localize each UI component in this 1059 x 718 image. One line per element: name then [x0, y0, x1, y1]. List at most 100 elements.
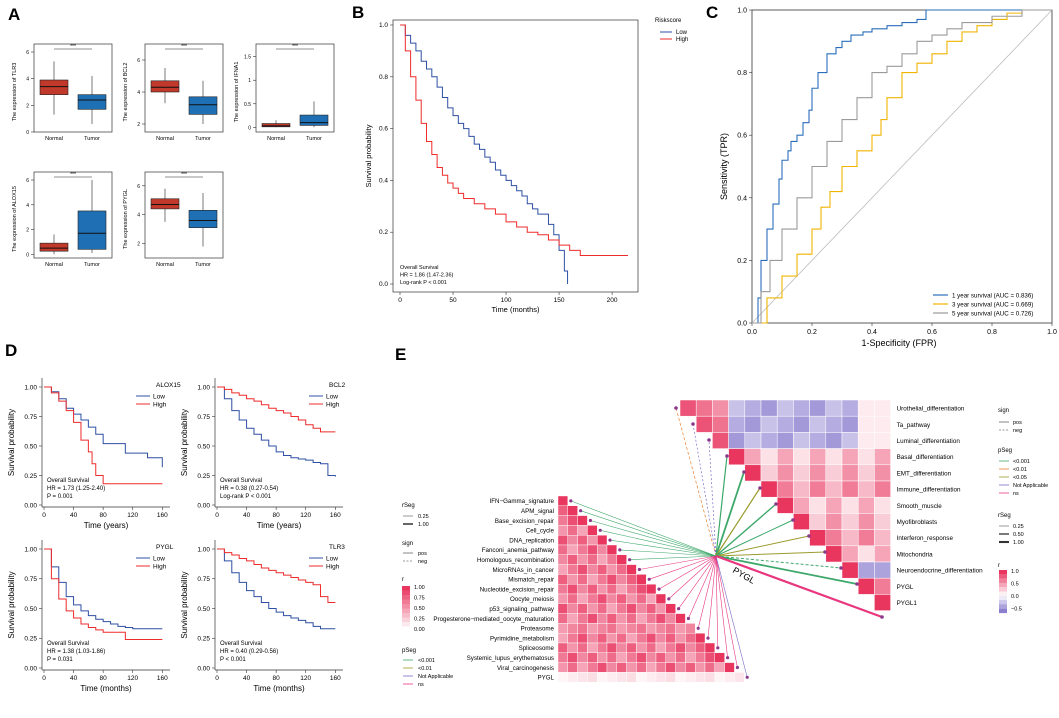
heatmap-cell: [567, 554, 578, 565]
heatmap-cell: [616, 554, 627, 565]
heatmap-cell: [606, 564, 618, 575]
heatmap-cell: [874, 561, 891, 579]
y-axis-label: Survival probability: [7, 571, 16, 638]
plot-frame: [751, 9, 1053, 324]
row-label: Ta_pathway: [897, 422, 931, 429]
link-node: [657, 587, 661, 591]
x-tick-label: Normal: [45, 262, 63, 268]
heatmap-cell: [567, 505, 578, 516]
link-line: [609, 539, 717, 557]
heatmap-cell: [616, 593, 627, 605]
y-tick-label: 4: [26, 203, 29, 209]
heatmap-cell: [597, 535, 608, 546]
y-tick-label: 6: [137, 184, 140, 190]
heatmap-cell: [857, 561, 875, 579]
heatmap-cell: [567, 593, 578, 605]
heatmap-cell: [587, 662, 598, 673]
row-label: Cell_cycle: [526, 528, 555, 535]
heatmap-cell: [577, 613, 588, 624]
heatmap-cell: [557, 544, 569, 556]
heatmap-cell: [825, 480, 843, 498]
heatmap-cell: [685, 662, 696, 673]
colorbar-step: [402, 595, 410, 600]
row-label: Oocyte_meiosis: [510, 596, 554, 603]
link-node: [696, 626, 700, 630]
heatmap-cell: [636, 633, 647, 644]
x-tick-label: Normal: [156, 136, 174, 142]
heatmap-cell: [704, 662, 716, 673]
link-node: [608, 538, 612, 542]
y-axis-label: The expression of BCL2: [123, 62, 129, 121]
heatmap-cell: [724, 672, 735, 683]
annotation: P = 0.001: [47, 494, 73, 500]
heatmap-cell: [587, 642, 598, 654]
km-plot-alox15: 0 40 80 120 160 0.00 0.25 0.50 0.75 1.00 Time (yea…: [7, 378, 181, 530]
row-label: Progesterone−mediated_oocyte_maturation: [433, 616, 554, 623]
row-label: Neuroendocrine_differentiation: [897, 568, 983, 575]
y-axis-label: The expression of ALOX15: [12, 186, 18, 252]
x-tick-label: 50: [449, 297, 457, 304]
heatmap-cell: [616, 574, 627, 585]
link-line: [619, 549, 717, 557]
signif-label: ***: [70, 44, 76, 50]
heatmap-cell: [577, 633, 588, 644]
heatmap-cell: [557, 672, 569, 683]
link-line: [600, 530, 717, 557]
link-node: [618, 548, 622, 552]
annotation: Overall Survival: [220, 478, 262, 484]
heatmap-cell: [587, 525, 598, 536]
heatmap-cell: [793, 399, 810, 417]
colorbar-step: [999, 595, 1007, 601]
heatmap-cell: [577, 574, 588, 585]
heatmap-cell: [587, 554, 598, 565]
annotation: HR = 1.73 (1.25-2.40): [47, 486, 105, 492]
colorbar-step: [999, 600, 1007, 605]
heatmap-cell: [557, 652, 569, 663]
heatmap-cell: [776, 399, 794, 417]
heatmap-cell: [841, 415, 859, 433]
legend-label: Low: [326, 394, 338, 401]
heatmap-cell: [616, 603, 627, 614]
link-line: [688, 555, 717, 619]
heatmap-cell: [606, 554, 618, 565]
heatmap-cell: [587, 603, 598, 614]
colorbar-step: [402, 613, 410, 618]
link-node: [569, 499, 573, 503]
heatmap-cell: [606, 633, 618, 644]
y-tick-label: 0.6: [737, 133, 747, 140]
x-tick-label: 1.0: [1047, 329, 1057, 336]
tumor-box: [77, 210, 107, 250]
x-tick-label: 40: [70, 675, 78, 682]
heatmap-cell: [606, 623, 618, 634]
y-tick-label: 0.00: [24, 665, 37, 672]
y-tick-label: 0.6: [379, 126, 388, 133]
link-node: [647, 577, 651, 581]
heatmap-cell: [606, 574, 618, 585]
heatmap-cell: [665, 652, 676, 663]
y-tick-label: 0: [248, 125, 251, 131]
legend-title: pSeg: [402, 648, 416, 654]
heatmap-cell: [857, 513, 875, 530]
heatmap-cell: [728, 448, 746, 466]
link-node: [637, 567, 642, 572]
y-tick-label: 6: [26, 178, 29, 184]
boxplot-4: 0 2 4 6 The expression of ALOX15 Normal Tumor *…: [12, 171, 113, 268]
heatmap-cell: [597, 574, 608, 585]
heatmap-left: IFN−Gamma_signature APM_signal Base_excisi…: [433, 495, 745, 683]
boxplot-frame: [144, 171, 224, 259]
heatmap-cell: [636, 662, 647, 673]
heatmap-cell: [809, 448, 827, 466]
x-axis-label: Time (months): [491, 305, 540, 314]
link-node: [880, 615, 884, 619]
heatmap-cell: [825, 529, 843, 547]
link-line: [675, 407, 717, 557]
roc-curve-3: [752, 9, 1052, 324]
heatmap-cell: [557, 584, 569, 595]
heatmap-cell: [577, 515, 588, 526]
gene-label: PYGL: [156, 544, 174, 551]
link-line: [715, 535, 810, 557]
gene-label: ALOX15: [156, 382, 181, 389]
panel-a: 0 2 4 6 The expression of TLR3 Normal Tumor ***…: [12, 43, 335, 268]
heatmap-cell: [646, 642, 657, 654]
heatmap-cell: [679, 399, 697, 417]
